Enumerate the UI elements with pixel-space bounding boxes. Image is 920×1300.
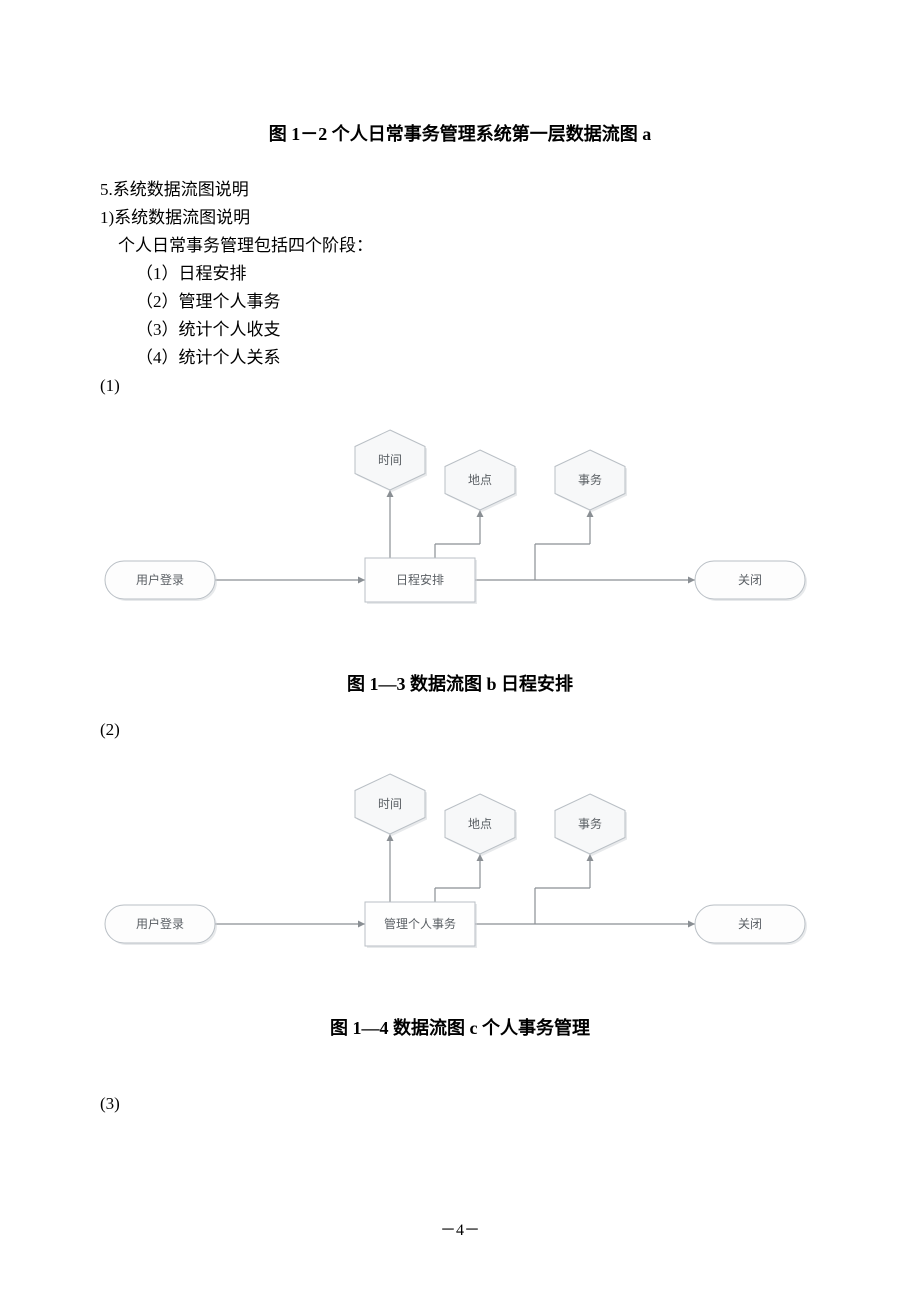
phase-4: （4）统计个人关系 [100,344,820,372]
svg-text:关闭: 关闭 [738,573,762,587]
svg-text:用户登录: 用户登录 [136,572,184,587]
section-5: 5.系统数据流图说明 [100,176,820,204]
svg-text:事务: 事务 [578,472,602,487]
section-5-1: 1)系统数据流图说明 [100,204,820,232]
phase-2: （2）管理个人事务 [100,288,820,316]
svg-text:地点: 地点 [468,473,492,487]
phase-3: （3）统计个人收支 [100,316,820,344]
svg-text:时间: 时间 [378,453,402,467]
svg-text:地点: 地点 [468,817,492,831]
phase-1: （1）日程安排 [100,260,820,288]
svg-text:事务: 事务 [578,816,602,831]
svg-text:用户登录: 用户登录 [136,916,184,931]
marker-3: (3) [100,1090,820,1118]
diagram-fig14: 用户登录 关闭 管理个人事务 时间地点 事务 [100,754,820,984]
page-number: －4－ [0,1216,920,1240]
marker-2: (2) [100,716,820,744]
figure-title-12: 图 1－2 个人日常事务管理系统第一层数据流图 a [100,120,820,146]
figure-title-13: 图 1—3 数据流图 b 日程安排 [100,670,820,696]
svg-text:日程安排: 日程安排 [396,572,444,587]
marker-1: (1) [100,372,820,400]
svg-text:管理个人事务: 管理个人事务 [384,916,456,931]
svg-text:时间: 时间 [378,797,402,811]
svg-text:关闭: 关闭 [738,917,762,931]
diagram-fig13: 用户登录 关闭 日程安排 时间地点 事务 [100,410,820,640]
intro-line: 个人日常事务管理包括四个阶段： [100,232,820,260]
figure-title-14: 图 1—4 数据流图 c 个人事务管理 [100,1014,820,1040]
